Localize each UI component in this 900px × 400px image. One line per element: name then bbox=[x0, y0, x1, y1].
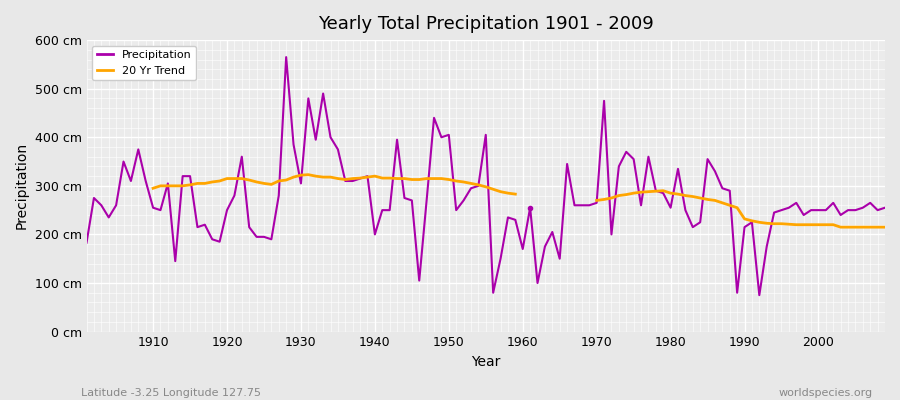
Y-axis label: Precipitation: Precipitation bbox=[15, 142, 29, 230]
Text: Latitude -3.25 Longitude 127.75: Latitude -3.25 Longitude 127.75 bbox=[81, 388, 261, 398]
X-axis label: Year: Year bbox=[471, 355, 500, 369]
Text: worldspecies.org: worldspecies.org bbox=[778, 388, 873, 398]
Legend: Precipitation, 20 Yr Trend: Precipitation, 20 Yr Trend bbox=[92, 46, 196, 80]
Title: Yearly Total Precipitation 1901 - 2009: Yearly Total Precipitation 1901 - 2009 bbox=[318, 15, 653, 33]
